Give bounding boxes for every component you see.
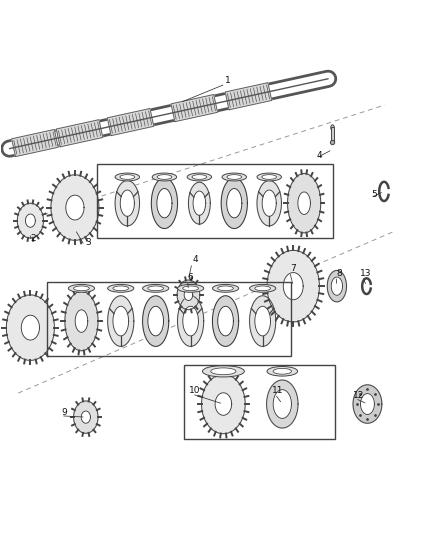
Ellipse shape	[255, 286, 271, 290]
Ellipse shape	[211, 368, 236, 375]
Ellipse shape	[152, 173, 177, 181]
Polygon shape	[66, 195, 84, 220]
Polygon shape	[267, 251, 319, 322]
Bar	[331, 127, 334, 141]
Polygon shape	[215, 393, 232, 415]
Polygon shape	[283, 272, 303, 300]
Polygon shape	[218, 306, 233, 336]
Polygon shape	[12, 130, 58, 157]
Text: 10: 10	[189, 386, 201, 395]
Polygon shape	[171, 94, 218, 122]
Text: 4: 4	[192, 255, 198, 264]
Polygon shape	[353, 385, 382, 423]
Polygon shape	[298, 192, 311, 214]
Ellipse shape	[222, 173, 247, 181]
Text: 6: 6	[188, 273, 194, 282]
Polygon shape	[177, 296, 204, 346]
Polygon shape	[143, 296, 169, 346]
Polygon shape	[157, 189, 172, 218]
Polygon shape	[25, 214, 35, 227]
Polygon shape	[56, 120, 103, 147]
Text: 12: 12	[353, 391, 364, 400]
Polygon shape	[183, 306, 198, 336]
Ellipse shape	[330, 140, 335, 144]
Ellipse shape	[183, 286, 198, 290]
Polygon shape	[360, 393, 374, 415]
Ellipse shape	[68, 285, 95, 292]
Polygon shape	[225, 83, 272, 110]
Ellipse shape	[250, 285, 276, 292]
Ellipse shape	[212, 285, 239, 292]
Ellipse shape	[262, 175, 276, 179]
Polygon shape	[255, 306, 271, 336]
Polygon shape	[193, 191, 206, 215]
Polygon shape	[17, 203, 43, 238]
Ellipse shape	[227, 175, 242, 179]
Ellipse shape	[177, 285, 204, 292]
Polygon shape	[331, 277, 343, 295]
Polygon shape	[177, 280, 200, 310]
Ellipse shape	[192, 175, 207, 179]
Polygon shape	[151, 178, 177, 229]
Ellipse shape	[267, 367, 297, 376]
Polygon shape	[148, 306, 163, 336]
Ellipse shape	[331, 125, 334, 131]
Polygon shape	[65, 292, 98, 351]
Polygon shape	[108, 296, 134, 346]
Polygon shape	[327, 270, 346, 302]
Text: 5: 5	[371, 190, 377, 199]
Text: 7: 7	[290, 264, 296, 273]
Ellipse shape	[108, 285, 134, 292]
Polygon shape	[120, 190, 134, 216]
Ellipse shape	[273, 368, 291, 374]
Ellipse shape	[257, 173, 282, 181]
Ellipse shape	[143, 285, 169, 292]
Ellipse shape	[115, 173, 140, 181]
Polygon shape	[74, 401, 98, 433]
Text: 11: 11	[272, 386, 284, 395]
Polygon shape	[212, 296, 239, 346]
Polygon shape	[267, 380, 298, 428]
Ellipse shape	[113, 286, 129, 290]
Ellipse shape	[187, 173, 212, 181]
Text: 3: 3	[85, 238, 91, 247]
Polygon shape	[188, 182, 210, 224]
Polygon shape	[221, 178, 247, 229]
Polygon shape	[81, 411, 91, 423]
Text: 13: 13	[360, 269, 371, 278]
Polygon shape	[250, 296, 276, 346]
Polygon shape	[75, 310, 88, 333]
Polygon shape	[21, 315, 39, 340]
Ellipse shape	[157, 175, 172, 179]
Text: 9: 9	[61, 408, 67, 417]
Polygon shape	[201, 374, 245, 434]
Text: 1: 1	[225, 76, 231, 85]
Ellipse shape	[74, 286, 89, 290]
Polygon shape	[7, 295, 54, 360]
Polygon shape	[227, 189, 242, 218]
Polygon shape	[107, 109, 154, 135]
Text: 4: 4	[317, 151, 322, 160]
Polygon shape	[113, 306, 129, 336]
Polygon shape	[257, 181, 282, 226]
Polygon shape	[273, 390, 291, 418]
Text: 8: 8	[336, 269, 342, 278]
Ellipse shape	[202, 366, 244, 377]
Ellipse shape	[218, 286, 233, 290]
Polygon shape	[262, 190, 276, 216]
Polygon shape	[184, 289, 193, 301]
Ellipse shape	[148, 286, 163, 290]
Polygon shape	[51, 175, 99, 240]
Polygon shape	[288, 174, 321, 233]
Ellipse shape	[120, 175, 134, 179]
Polygon shape	[115, 181, 140, 226]
Text: 2: 2	[31, 233, 36, 243]
